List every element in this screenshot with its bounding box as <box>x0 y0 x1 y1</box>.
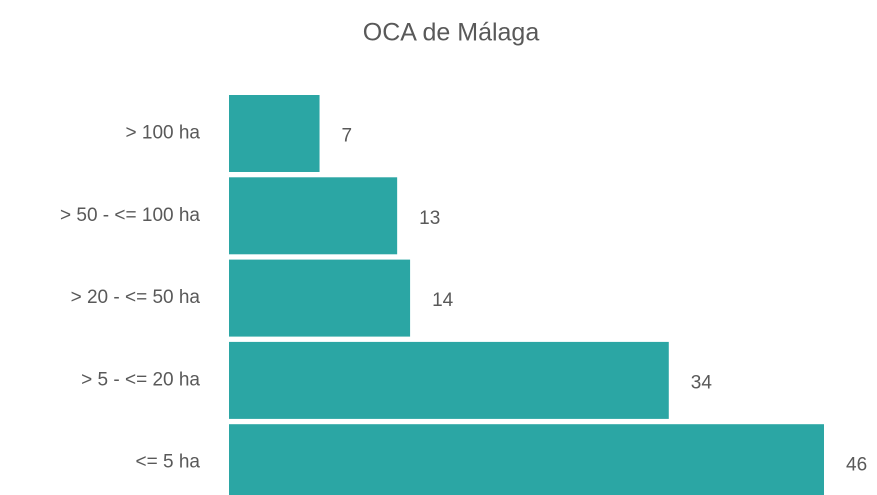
data-label: 34 <box>691 372 713 393</box>
bar <box>229 259 411 337</box>
category-label: > 100 ha <box>126 123 201 144</box>
category-label: > 5 - <= 20 ha <box>81 369 200 390</box>
data-label: 7 <box>342 126 353 147</box>
category-label: <= 5 ha <box>136 452 201 473</box>
data-label: 46 <box>846 455 867 476</box>
data-label: 13 <box>419 208 440 229</box>
category-label: > 20 - <= 50 ha <box>71 287 201 308</box>
bar <box>229 95 320 172</box>
bar <box>229 341 669 419</box>
bar <box>229 177 398 255</box>
category-label: > 50 - <= 100 ha <box>60 205 200 226</box>
bar <box>229 424 824 495</box>
chart-title: OCA de Málaga <box>363 19 540 47</box>
data-label: 14 <box>432 290 454 311</box>
